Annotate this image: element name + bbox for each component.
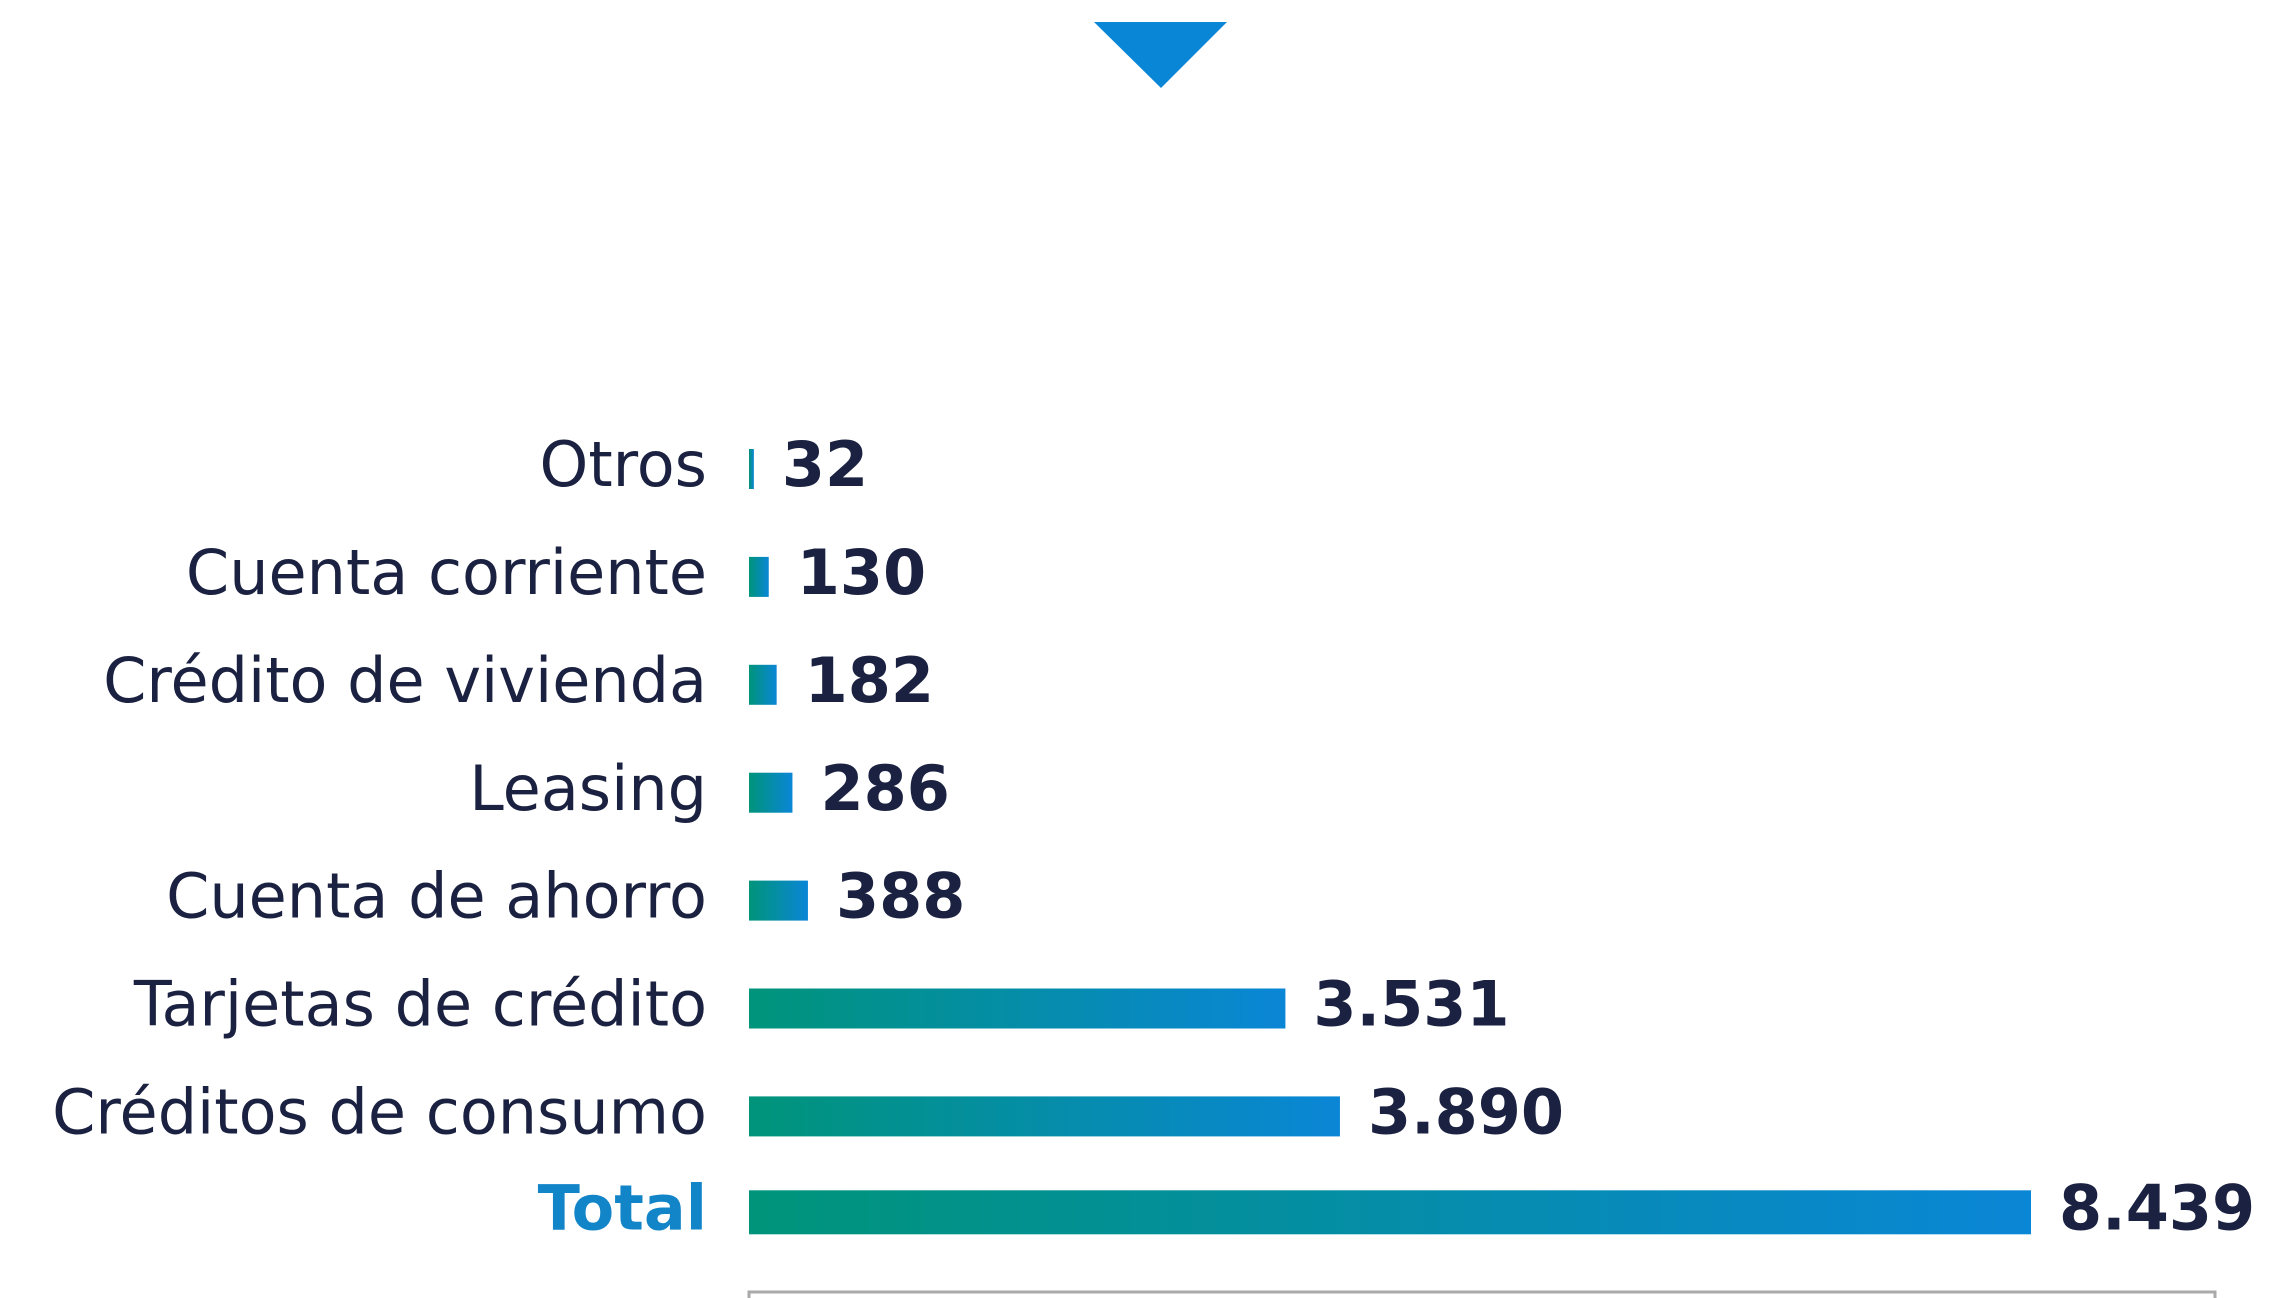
value-label: 388 [836,860,965,933]
category-label: Crédito de vivienda [103,644,707,717]
category-label: Créditos de consumo [52,1075,707,1148]
dropdown-arrow [1094,22,1227,88]
category-label: Cuenta corriente [186,536,707,609]
value-label: 8.439 [2059,1171,2255,1244]
category-label: Tarjetas de crédito [133,968,707,1041]
value-label: 182 [805,644,934,717]
value-label: 3.531 [1313,968,1509,1041]
bar [749,772,793,813]
bar [749,1096,1340,1137]
value-label: 32 [782,428,868,501]
value-label: 286 [820,752,949,825]
bar [749,880,808,921]
value-label: 3.890 [1368,1075,1564,1148]
bar [749,988,1286,1029]
bar [749,664,777,705]
category-label: Cuenta de ahorro [166,860,707,933]
category-label: Leasing [469,752,707,825]
category-label: Otros [540,428,707,501]
value-label: 130 [797,536,926,609]
bar [749,449,754,489]
box-outline [747,1290,2217,1298]
bar [749,556,769,597]
bar [749,1190,2031,1235]
category-label: Total [538,1171,707,1244]
